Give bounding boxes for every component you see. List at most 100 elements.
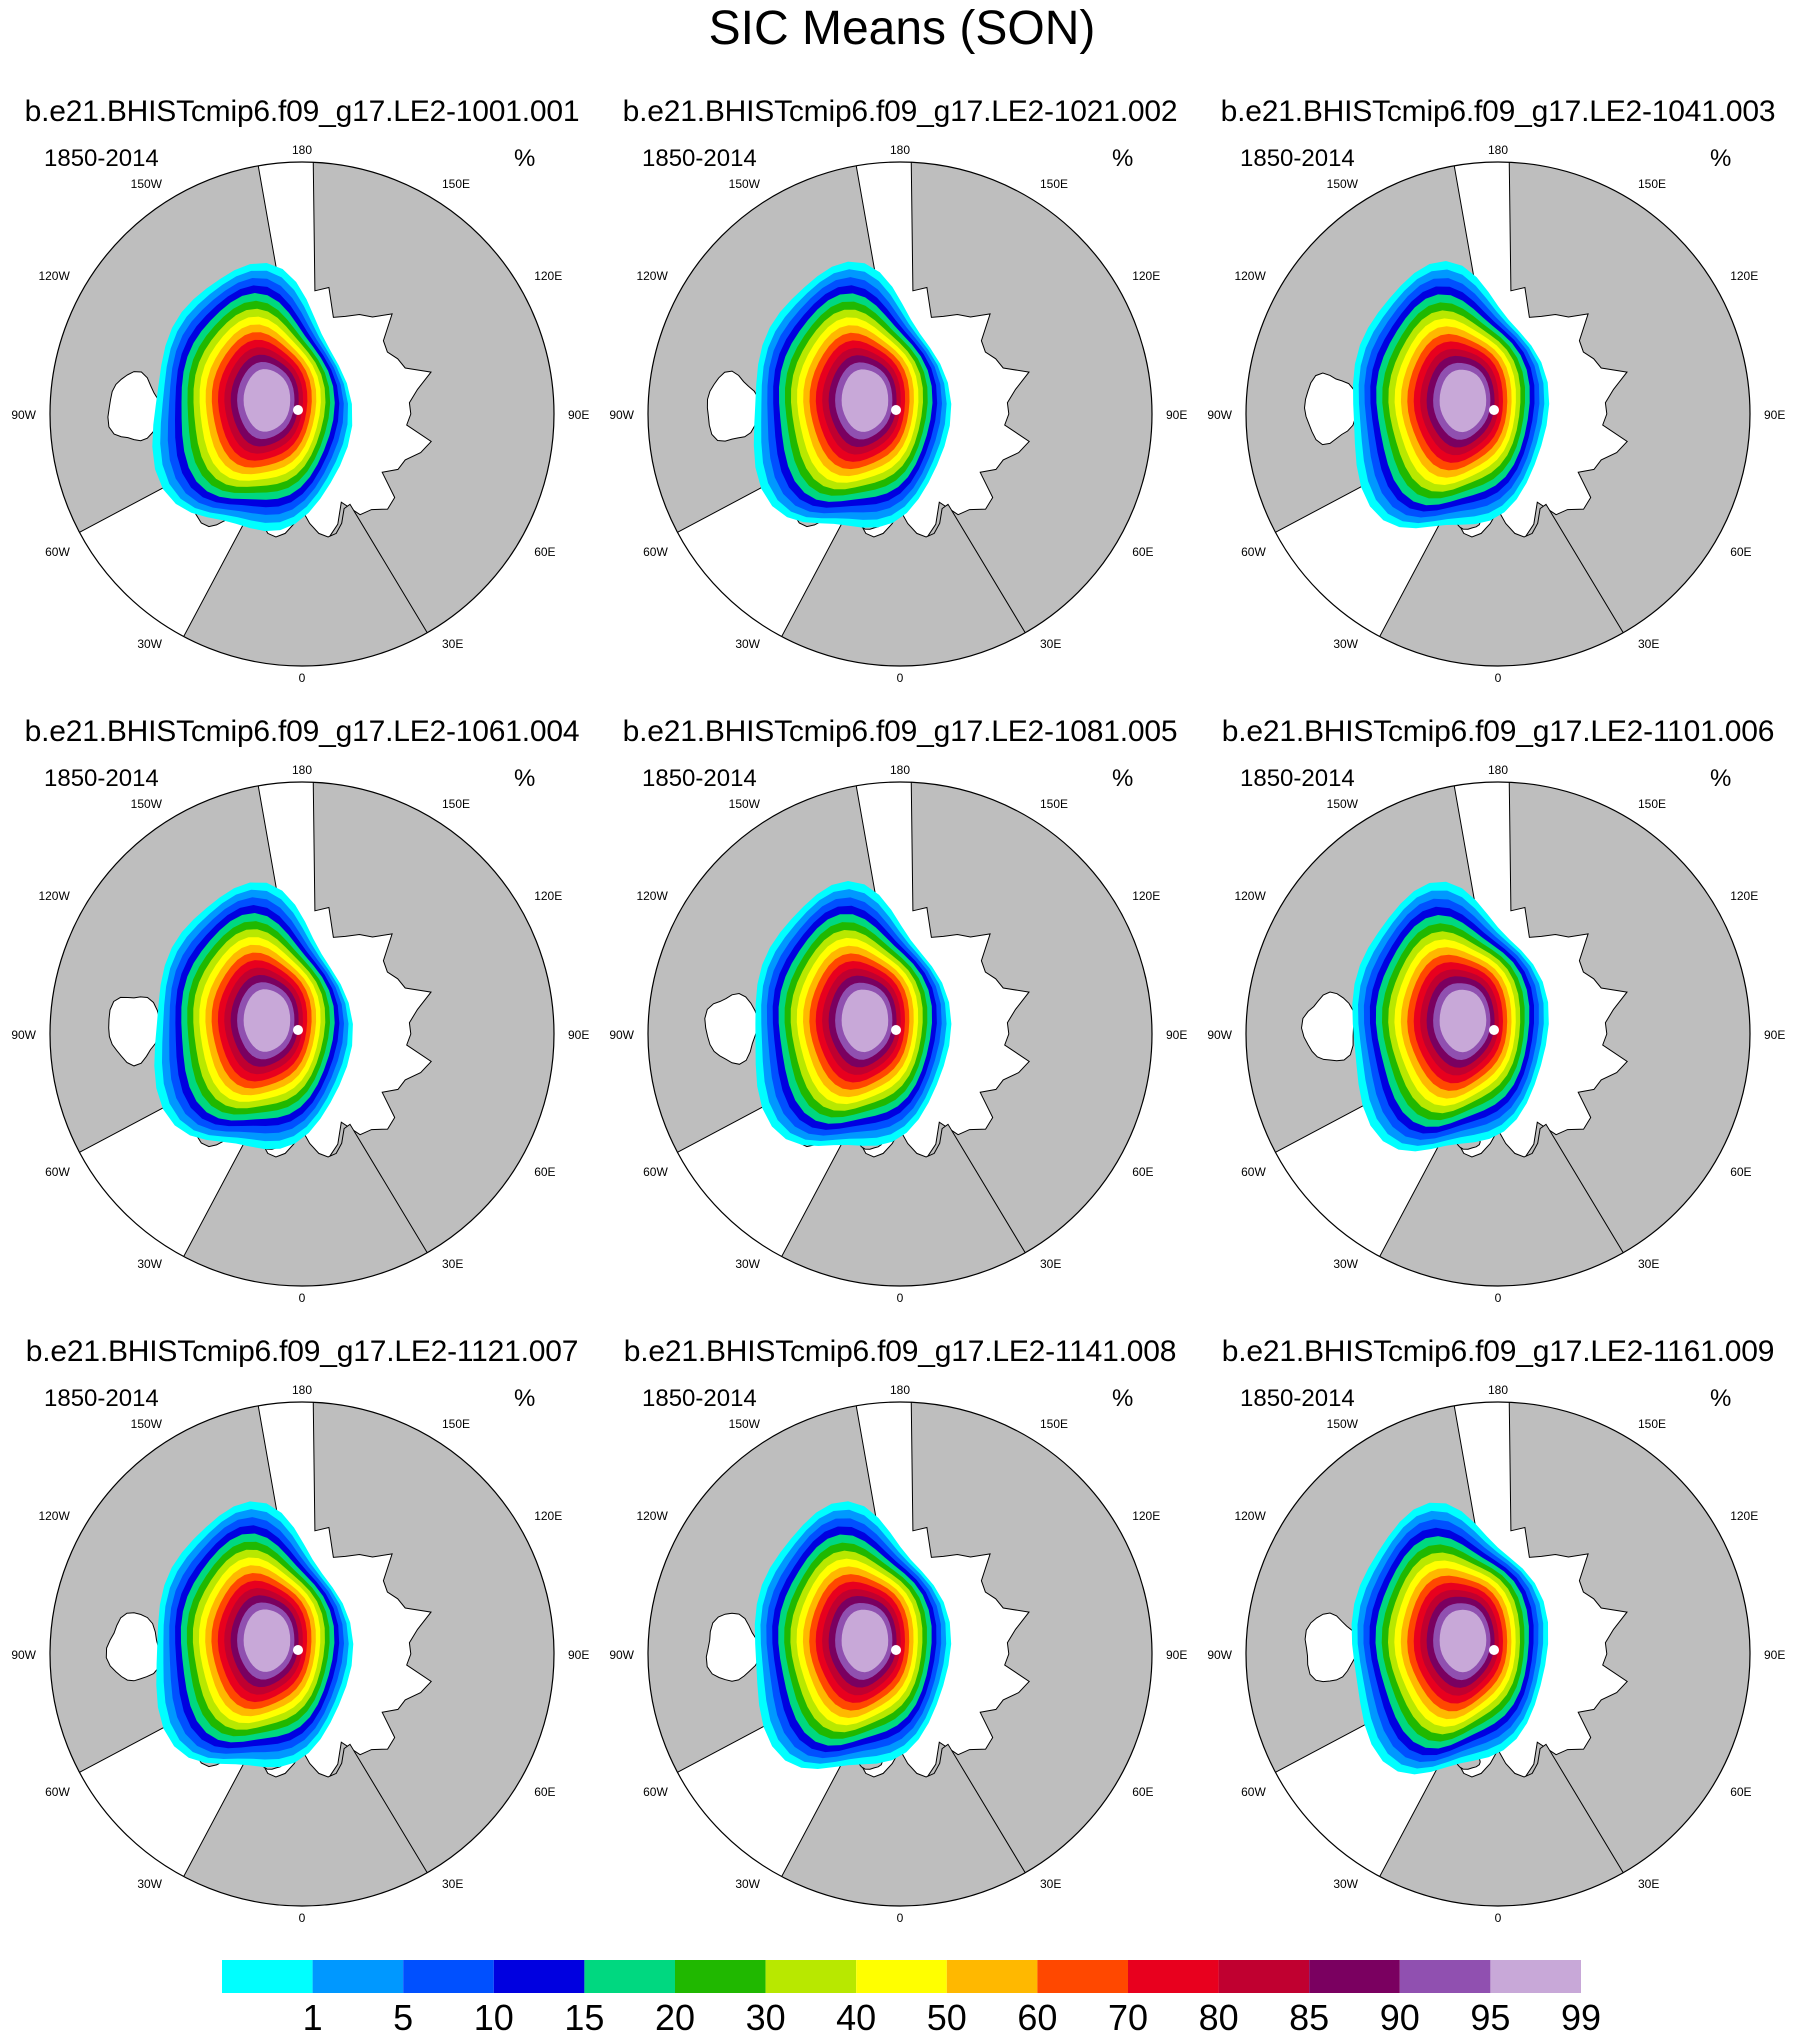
panel-period: 1850-2014 <box>1240 765 1355 792</box>
hudson-bay <box>704 992 759 1065</box>
longitude-label: 90W <box>1207 1028 1232 1042</box>
longitude-label: 90E <box>1764 408 1785 422</box>
panel-period: 1850-2014 <box>642 145 757 172</box>
longitude-label: 150E <box>1040 797 1068 811</box>
longitude-label: 0 <box>299 1911 306 1925</box>
longitude-label: 30E <box>442 637 463 651</box>
colorbar-level-label: 80 <box>1198 1997 1239 2038</box>
polar-stereographic-map: 180 150E 120E 90E 60E 30E 0 30W 60W 90W 120W 150W <box>609 763 1187 1305</box>
pole-marker <box>891 1645 901 1655</box>
polar-stereographic-map: 180 150E 120E 90E 60E 30E 0 30W 60W 90W 120W 150W <box>1207 1383 1785 1925</box>
panel-units: % <box>514 145 536 172</box>
map-panels-grid: 180 150E 120E 90E 60E 30E 0 30W 60W 90W 120W 150W b.… <box>2 92 1798 1932</box>
colorbar-swatch <box>1309 1960 1400 1993</box>
longitude-label: 0 <box>299 1291 306 1305</box>
longitude-label: 150W <box>1327 797 1359 811</box>
europe-land <box>1355 1123 1651 1286</box>
hudson-bay <box>1300 991 1355 1062</box>
longitude-label: 90E <box>1166 408 1187 422</box>
longitude-label: 30W <box>735 1257 760 1271</box>
panel-period: 1850-2014 <box>642 765 757 792</box>
longitude-label: 180 <box>292 143 312 157</box>
longitude-label: 150E <box>442 1417 470 1431</box>
map-panel: 180 150E 120E 90E 60E 30E 0 30W 60W 90W 120W 150W b.… <box>1198 712 1798 1312</box>
longitude-label: 90E <box>1764 1028 1785 1042</box>
panel-units: % <box>514 765 536 792</box>
longitude-label: 180 <box>890 1383 910 1397</box>
colorbar-swatch <box>584 1960 675 1993</box>
hudson-bay <box>108 996 162 1067</box>
longitude-label: 120W <box>636 889 668 903</box>
colorbar-swatch <box>222 1960 313 1993</box>
colorbar-swatch <box>1128 1960 1219 1993</box>
longitude-label: 150W <box>729 1417 761 1431</box>
longitude-label: 60E <box>1730 1785 1751 1799</box>
europe-land <box>1355 503 1651 666</box>
europe-land <box>159 503 455 666</box>
longitude-label: 60E <box>1132 545 1153 559</box>
longitude-label: 30E <box>1638 637 1659 651</box>
longitude-label: 180 <box>292 763 312 777</box>
longitude-label: 90E <box>568 1028 589 1042</box>
colorbar-swatch <box>856 1960 947 1993</box>
colorbar: 1 5 10 15 20 30 40 50 60 70 80 85 90 95 99 <box>222 1958 1601 2040</box>
longitude-label: 120E <box>534 1509 562 1523</box>
longitude-label: 180 <box>1488 1383 1508 1397</box>
colorbar-level-label: 90 <box>1379 1997 1420 2038</box>
longitude-label: 30E <box>1638 1257 1659 1271</box>
longitude-label: 90W <box>11 408 36 422</box>
europe-land <box>757 503 1053 666</box>
panel-title: b.e21.BHISTcmip6.f09_g17.LE2-1161.009 <box>1221 1335 1775 1368</box>
longitude-label: 120E <box>534 269 562 283</box>
colorbar-level-label: 20 <box>654 1997 696 2038</box>
longitude-label: 60W <box>1241 1165 1266 1179</box>
colorbar-swatch <box>312 1960 404 1993</box>
longitude-label: 150E <box>1638 1417 1666 1431</box>
longitude-label: 150E <box>1040 177 1068 191</box>
longitude-label: 90W <box>609 1648 634 1662</box>
sea-ice-band <box>841 989 889 1053</box>
longitude-label: 60W <box>45 1165 70 1179</box>
longitude-label: 30E <box>1040 1877 1061 1891</box>
map-perimeter <box>49 161 555 667</box>
longitude-label: 120W <box>1234 269 1266 283</box>
colorbar-level-label: 15 <box>564 1997 605 2038</box>
colorbar-level-label: 50 <box>926 1997 967 2038</box>
longitude-label: 0 <box>897 1911 904 1925</box>
map-panel: 180 150E 120E 90E 60E 30E 0 30W 60W 90W 120W 150W b.… <box>600 92 1200 692</box>
longitude-label: 0 <box>1495 1291 1502 1305</box>
longitude-label: 90E <box>1166 1028 1187 1042</box>
longitude-label: 150E <box>442 797 470 811</box>
longitude-label: 60E <box>1132 1165 1153 1179</box>
map-perimeter <box>1245 161 1751 667</box>
colorbar-swatch <box>1399 1960 1491 1993</box>
map-panel: 180 150E 120E 90E 60E 30E 0 30W 60W 90W 120W 150W b.… <box>2 1332 602 1932</box>
longitude-label: 120E <box>1730 269 1758 283</box>
longitude-label: 60W <box>1241 1785 1266 1799</box>
longitude-label: 120W <box>1234 1509 1266 1523</box>
sea-ice-band <box>243 989 291 1052</box>
colorbar-swatch <box>1037 1960 1128 1993</box>
panel-title: b.e21.BHISTcmip6.f09_g17.LE2-1061.004 <box>24 715 580 748</box>
longitude-label: 120W <box>1234 889 1266 903</box>
map-panel: 180 150E 120E 90E 60E 30E 0 30W 60W 90W 120W 150W b.… <box>2 92 602 692</box>
longitude-label: 120E <box>1730 1509 1758 1523</box>
longitude-label: 60E <box>534 545 555 559</box>
longitude-label: 150W <box>131 1417 163 1431</box>
europe-land <box>757 1123 1053 1286</box>
panel-title: b.e21.BHISTcmip6.f09_g17.LE2-1021.002 <box>622 95 1178 128</box>
longitude-label: 90W <box>1207 408 1232 422</box>
panel-units: % <box>1710 1385 1732 1412</box>
pole-marker <box>1489 405 1499 415</box>
panel-units: % <box>1710 145 1732 172</box>
map-panel: 180 150E 120E 90E 60E 30E 0 30W 60W 90W 120W 150W b.… <box>1198 1332 1798 1932</box>
longitude-label: 150E <box>442 177 470 191</box>
longitude-label: 30W <box>137 637 162 651</box>
colorbar-level-label: 85 <box>1289 1997 1330 2038</box>
colorbar-swatch <box>765 1960 857 1993</box>
panel-units: % <box>1112 1385 1134 1412</box>
longitude-label: 150W <box>1327 177 1359 191</box>
sea-ice-band <box>841 1609 889 1673</box>
longitude-label: 150W <box>131 177 163 191</box>
longitude-label: 0 <box>897 671 904 685</box>
